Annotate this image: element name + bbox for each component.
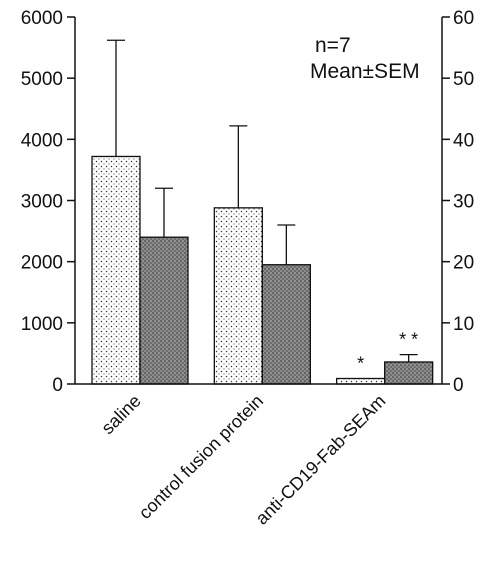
annotation-block: n=7 Mean±SEM	[310, 34, 420, 83]
right-tick-label: 10	[453, 314, 474, 335]
left-tick-label: 0	[52, 375, 63, 396]
left-tick-label: 1000	[21, 314, 63, 335]
left-tick-label: 4000	[21, 130, 63, 151]
left-tick-label: 2000	[21, 253, 63, 274]
right-tick-label: 30	[453, 192, 474, 213]
bar-right-axis	[261, 264, 311, 385]
right-tick-label: 40	[453, 130, 474, 151]
bar-right-axis	[384, 361, 434, 385]
category-label: saline	[97, 391, 144, 438]
right-tick-label: 60	[453, 8, 474, 29]
right-y-axis-ticks: 0 10 20 30 40 50 60	[442, 8, 474, 396]
right-tick-label: 0	[453, 375, 464, 396]
bar-left-axis	[213, 207, 263, 385]
annotation-mean-sem: Mean±SEM	[310, 60, 420, 83]
left-tick-label: 6000	[21, 8, 63, 29]
right-tick-label: 50	[453, 69, 474, 90]
category-label: anti-CD19-Fab-SEAm	[252, 391, 390, 529]
category-label: control fusion protein	[135, 391, 267, 523]
left-tick-label: 3000	[21, 192, 63, 213]
significance-mark: * *	[399, 330, 418, 350]
left-y-axis-ticks: 0 1000 2000 3000 4000 5000 6000	[21, 8, 75, 396]
bar-left-axis	[91, 155, 141, 385]
annotation-n: n=7	[315, 34, 351, 57]
right-tick-label: 20	[453, 253, 474, 274]
bar-left-axis	[336, 377, 386, 385]
left-tick-label: 5000	[21, 69, 63, 90]
significance-mark: *	[357, 353, 364, 373]
bar-right-axis	[139, 236, 189, 385]
bar-marks: * * *	[91, 39, 434, 385]
